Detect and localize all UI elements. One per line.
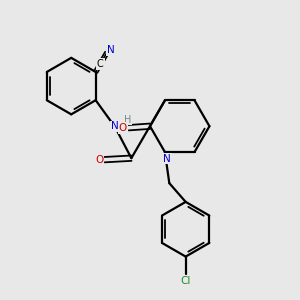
Text: N: N	[164, 154, 171, 164]
Text: C: C	[97, 59, 104, 69]
Text: O: O	[118, 123, 127, 133]
Text: Cl: Cl	[181, 276, 191, 286]
Text: N: N	[107, 45, 115, 55]
Text: H: H	[124, 115, 131, 124]
Text: N: N	[111, 122, 119, 131]
Text: O: O	[95, 155, 103, 165]
